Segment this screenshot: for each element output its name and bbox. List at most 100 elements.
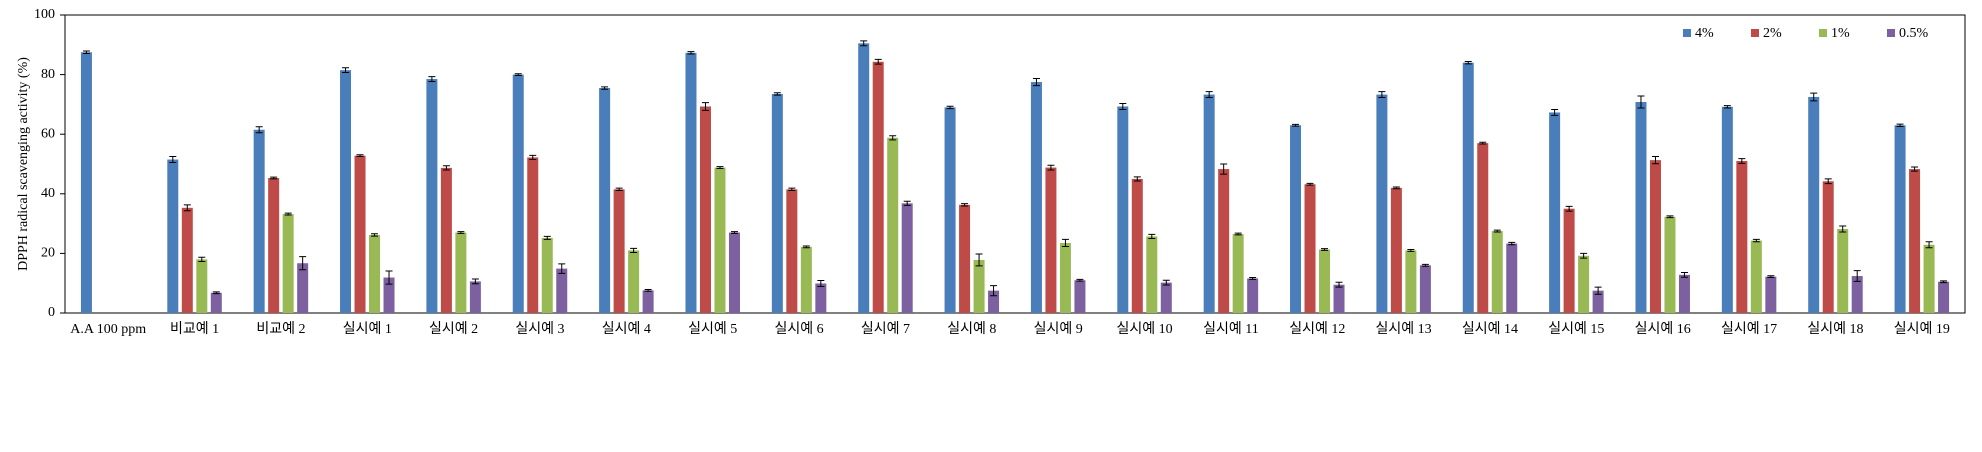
error-bar — [1738, 158, 1746, 164]
bar — [1045, 167, 1057, 313]
error-bar — [1637, 95, 1645, 109]
error-bar — [1551, 108, 1559, 116]
bar — [469, 281, 481, 313]
error-bar — [529, 154, 537, 161]
error-bar — [1911, 166, 1919, 172]
x-tick-label: 실시예 10 — [1116, 322, 1173, 337]
bar — [455, 232, 467, 313]
bar — [181, 207, 193, 313]
bar — [728, 232, 740, 313]
error-bar — [1493, 229, 1501, 233]
bar — [800, 246, 812, 313]
bar — [1131, 178, 1143, 313]
x-tick-label: 실시예 9 — [1033, 322, 1083, 337]
x-tick-label: 실시예 18 — [1807, 322, 1864, 337]
bar — [1851, 276, 1863, 313]
bar — [1218, 169, 1230, 313]
bar — [1462, 62, 1474, 314]
bar — [1664, 216, 1676, 313]
bar — [1923, 244, 1935, 313]
error-bar — [299, 256, 307, 271]
y-tick-label: 80 — [41, 67, 55, 82]
bar — [541, 237, 553, 313]
bar — [901, 203, 913, 313]
error-bar — [1220, 163, 1228, 175]
bar — [1808, 96, 1820, 313]
bar — [1319, 249, 1331, 313]
error-bar — [1162, 279, 1170, 286]
error-bar — [903, 200, 911, 206]
bar — [512, 74, 524, 313]
error-bar — [1940, 280, 1948, 284]
error-bar — [773, 92, 781, 96]
error-bar — [1292, 123, 1300, 127]
error-bar — [1133, 176, 1141, 182]
error-bar — [1723, 105, 1731, 109]
error-bar — [1032, 77, 1040, 87]
error-bar — [1392, 186, 1400, 190]
bar — [167, 159, 179, 313]
error-bar — [1767, 275, 1775, 279]
bar — [268, 178, 280, 313]
error-bar — [817, 280, 825, 287]
error-bar — [1148, 233, 1156, 239]
bar — [988, 290, 1000, 313]
bar — [527, 157, 539, 313]
error-bar — [1680, 271, 1688, 278]
bar — [80, 52, 92, 313]
x-tick-label: 실시예 12 — [1289, 322, 1346, 337]
error-bar — [1047, 164, 1055, 171]
x-tick-label: 실시예 5 — [688, 322, 738, 337]
bar — [1059, 242, 1071, 313]
bar — [1578, 255, 1590, 313]
x-tick-label: 실시예 1 — [342, 322, 392, 337]
error-bar — [990, 285, 998, 297]
x-tick-label: 실시예 14 — [1461, 322, 1519, 337]
error-bar — [601, 86, 609, 90]
bar — [340, 70, 352, 313]
x-tick-label: 실시예 16 — [1634, 322, 1691, 337]
error-bar — [428, 76, 436, 82]
y-tick-label: 20 — [41, 246, 55, 261]
bar — [1721, 106, 1733, 313]
error-bar — [1580, 252, 1588, 259]
bar — [887, 137, 899, 313]
bar — [426, 79, 438, 313]
x-tick-label: 실시예 17 — [1721, 322, 1778, 337]
bar — [858, 43, 870, 314]
bar — [1750, 240, 1762, 313]
error-bar — [371, 233, 379, 237]
error-bar — [1853, 270, 1861, 282]
error-bar — [1651, 156, 1659, 165]
bar — [1563, 208, 1575, 313]
bar — [1938, 281, 1950, 313]
error-bar — [1824, 178, 1832, 185]
error-bar — [255, 126, 263, 134]
x-tick-label: 실시예 2 — [429, 322, 479, 337]
error-bar — [788, 187, 796, 192]
x-tick-label: 비교예 2 — [256, 322, 306, 337]
x-tick-label: 실시예 3 — [515, 322, 565, 337]
error-bar — [284, 212, 292, 216]
error-bar — [169, 156, 177, 164]
bar — [1649, 160, 1661, 313]
error-bar — [1234, 232, 1242, 236]
error-bar — [1407, 249, 1415, 252]
error-bar — [1205, 91, 1213, 99]
bar — [714, 167, 726, 313]
legend-label: 2% — [1763, 26, 1782, 41]
error-bar — [1925, 241, 1933, 249]
error-bar — [1421, 263, 1429, 267]
error-bar — [198, 256, 206, 262]
error-bar — [1810, 92, 1818, 102]
error-bar — [687, 51, 695, 55]
legend-swatch — [1819, 29, 1827, 37]
bar — [872, 61, 884, 314]
error-bar — [558, 263, 566, 274]
y-axis-title: DPPH radical scavenging activity (%) — [16, 57, 31, 271]
bar — [1390, 187, 1402, 313]
bar — [1290, 125, 1302, 313]
error-bar — [385, 270, 393, 285]
error-bar — [183, 204, 191, 212]
bar — [1837, 228, 1849, 313]
